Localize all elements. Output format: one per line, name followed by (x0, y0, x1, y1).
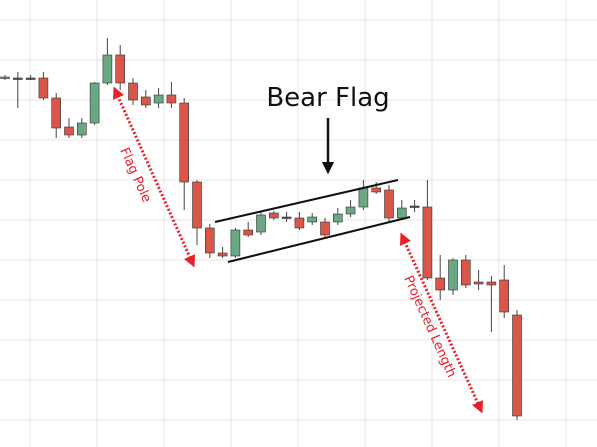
candle-body (307, 216, 318, 223)
candle-body (345, 206, 356, 215)
channel-line (227, 216, 411, 263)
candle-body (153, 94, 164, 104)
candle-body (243, 229, 253, 236)
candle-body (320, 221, 330, 236)
candle-body (332, 213, 343, 223)
candle-body (486, 281, 497, 286)
candle-body (64, 126, 74, 136)
pole-arrow (112, 86, 196, 268)
channel-line (214, 179, 399, 223)
candle-body (422, 206, 433, 279)
candle-body (409, 205, 420, 208)
candle-body (89, 82, 100, 124)
candle-body (77, 122, 87, 136)
candle-body (499, 279, 510, 313)
candle-body (435, 277, 446, 291)
candle-body (281, 216, 292, 219)
candle-body (396, 207, 407, 219)
candle-body (294, 217, 305, 229)
candle-body (38, 77, 49, 99)
candle-body (192, 181, 202, 229)
candle-body (473, 281, 484, 285)
candle-body (371, 187, 382, 193)
candle-body (460, 259, 471, 286)
pattern-label: Bear Flag (266, 83, 389, 113)
candle-body (268, 212, 279, 219)
candle-body (141, 96, 151, 106)
candle-body (256, 214, 266, 233)
candle-body (166, 94, 177, 104)
candle-body (115, 54, 125, 84)
candle-body (448, 259, 458, 291)
candle-body (128, 82, 138, 101)
candle-body (25, 77, 36, 80)
pole-label: Flag Pole (116, 146, 153, 205)
candle-body (179, 102, 189, 183)
candle-body (13, 77, 23, 80)
projection-arrow (400, 232, 483, 414)
candle-body (217, 252, 228, 257)
candle-body (512, 314, 522, 417)
candle-body (230, 229, 241, 257)
candle-body (384, 189, 394, 219)
candle-body (0, 76, 10, 79)
candle-body (205, 227, 215, 254)
candle-body (358, 187, 369, 208)
candle-body (51, 97, 62, 129)
candle-body (102, 54, 113, 84)
